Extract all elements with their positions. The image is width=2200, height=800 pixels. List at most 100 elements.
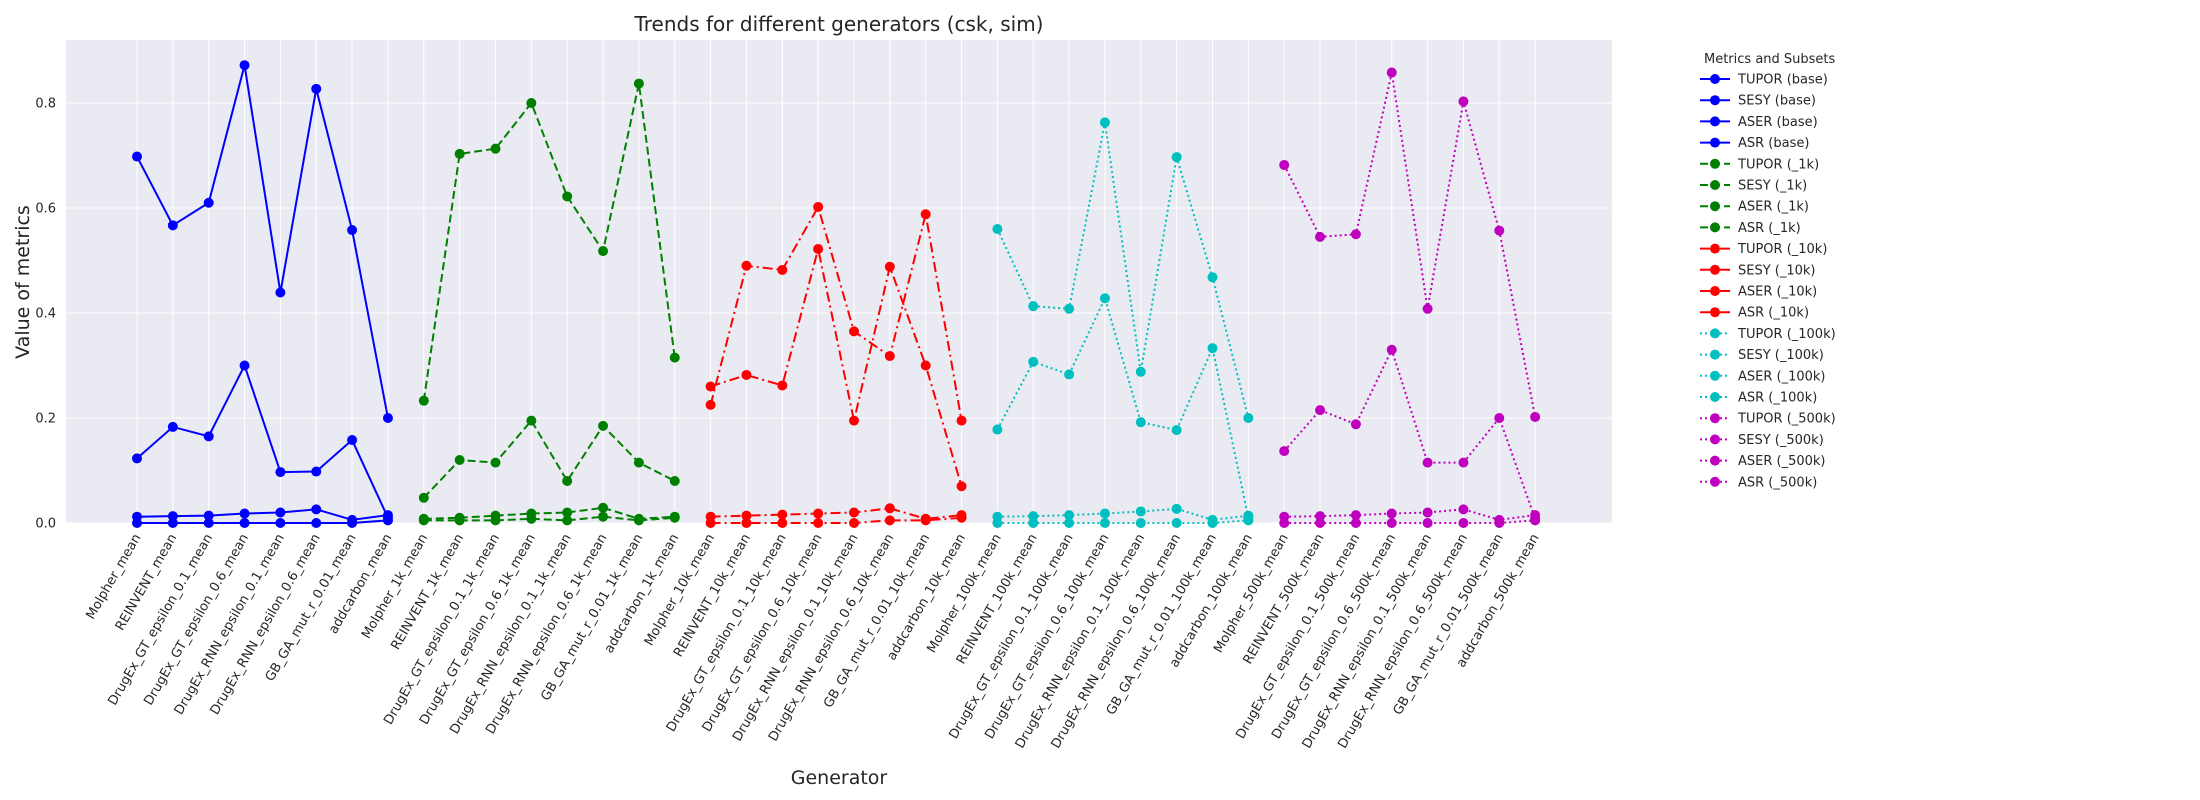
- legend-label: SESY (_10k): [1738, 263, 1816, 278]
- data-point: [598, 246, 609, 257]
- legend-marker: [1710, 116, 1720, 127]
- data-point: [275, 507, 286, 518]
- data-point: [203, 518, 214, 528]
- series-tupor-base: [132, 60, 393, 423]
- data-point: [992, 518, 1003, 528]
- data-point: [777, 264, 788, 275]
- data-point: [1315, 405, 1326, 416]
- data-point: [275, 467, 286, 478]
- data-point: [1386, 67, 1397, 78]
- legend-item: ASR (_100k): [1700, 391, 1817, 406]
- legend-title: Metrics and Subsets: [1704, 52, 1836, 67]
- series-line: [136, 508, 389, 521]
- data-point: [1494, 225, 1505, 236]
- data-point: [1099, 518, 1110, 528]
- legend-item: TUPOR (base): [1700, 73, 1828, 88]
- data-point: [705, 399, 716, 410]
- legend-marker: [1710, 455, 1720, 466]
- data-point: [884, 503, 895, 514]
- data-point: [275, 518, 286, 528]
- legend-marker: [1710, 222, 1720, 233]
- y-tick-label: 0.4: [35, 307, 56, 322]
- legend-marker: [1710, 413, 1720, 424]
- legend-item: TUPOR (_1k): [1700, 157, 1819, 172]
- data-point: [1243, 413, 1254, 423]
- data-point: [1135, 518, 1146, 528]
- data-point: [1135, 417, 1146, 428]
- data-point: [347, 435, 358, 446]
- legend-label: TUPOR (_500k): [1737, 412, 1836, 427]
- data-point: [1279, 518, 1290, 528]
- y-tick-label: 0.8: [35, 97, 56, 112]
- legend-marker: [1710, 286, 1720, 296]
- legend-label: ASR (_10k): [1738, 306, 1809, 321]
- data-point: [311, 518, 322, 528]
- data-point: [920, 209, 931, 220]
- data-point: [1530, 411, 1541, 422]
- legend-item: ASR (_10k): [1700, 306, 1809, 321]
- legend-marker: [1710, 349, 1720, 360]
- series-asr-500k: [1279, 515, 1541, 528]
- data-point: [347, 518, 358, 528]
- legend-marker: [1710, 180, 1720, 190]
- data-point: [1350, 518, 1361, 528]
- data-point: [849, 507, 859, 518]
- data-point: [884, 351, 895, 362]
- data-point: [669, 352, 680, 363]
- data-point: [203, 510, 214, 521]
- data-point: [849, 415, 859, 426]
- legend-item: ASR (base): [1700, 136, 1809, 151]
- data-point: [382, 515, 393, 526]
- legend-marker: [1710, 201, 1720, 212]
- legend-item: SESY (_1k): [1700, 179, 1807, 194]
- data-point: [920, 360, 931, 371]
- data-point: [1422, 518, 1433, 528]
- data-point: [1458, 504, 1469, 515]
- series-line: [136, 64, 389, 419]
- data-point: [1099, 117, 1110, 128]
- data-point: [1494, 518, 1505, 528]
- data-point: [884, 261, 895, 272]
- legend-label: SESY (base): [1738, 94, 1816, 109]
- data-point: [1135, 506, 1146, 517]
- data-point: [813, 508, 824, 519]
- data-point: [777, 380, 788, 391]
- data-point: [203, 197, 214, 208]
- data-point: [454, 515, 465, 526]
- legend-label: TUPOR (base): [1737, 73, 1828, 88]
- data-point: [239, 518, 250, 528]
- data-point: [741, 510, 752, 521]
- series-asr-100k: [992, 515, 1254, 528]
- series-tupor-100k: [992, 117, 1254, 423]
- data-point: [813, 201, 824, 212]
- legend-item: TUPOR (_500k): [1700, 412, 1836, 427]
- chart-title: Trends for different generators (csk, si…: [634, 12, 1044, 36]
- legend-item: ASER (_500k): [1700, 454, 1826, 469]
- data-point: [1494, 413, 1505, 423]
- data-point: [167, 518, 178, 528]
- data-point: [1207, 518, 1218, 528]
- legend-item: ASER (_10k): [1700, 285, 1817, 300]
- legend-marker: [1710, 434, 1720, 445]
- data-point: [741, 260, 752, 271]
- legend-label: TUPOR (_100k): [1737, 327, 1836, 342]
- legend-marker: [1710, 392, 1720, 402]
- data-point: [956, 481, 967, 492]
- legend-label: SESY (_1k): [1738, 179, 1807, 194]
- data-point: [1350, 510, 1361, 521]
- data-point: [741, 518, 752, 528]
- data-point: [1171, 425, 1182, 436]
- legend-label: ASR (_100k): [1738, 391, 1817, 406]
- data-point: [598, 420, 609, 431]
- data-point: [275, 287, 286, 298]
- series-line: [710, 516, 962, 524]
- data-point: [1422, 507, 1433, 518]
- data-point: [562, 507, 573, 518]
- data-point: [490, 143, 501, 154]
- legend-label: ASER (_100k): [1738, 369, 1826, 384]
- series-line: [423, 506, 675, 520]
- series-line: [709, 204, 963, 421]
- data-point: [1386, 518, 1397, 528]
- y-tick-label: 0.0: [35, 517, 56, 532]
- data-point: [418, 515, 429, 526]
